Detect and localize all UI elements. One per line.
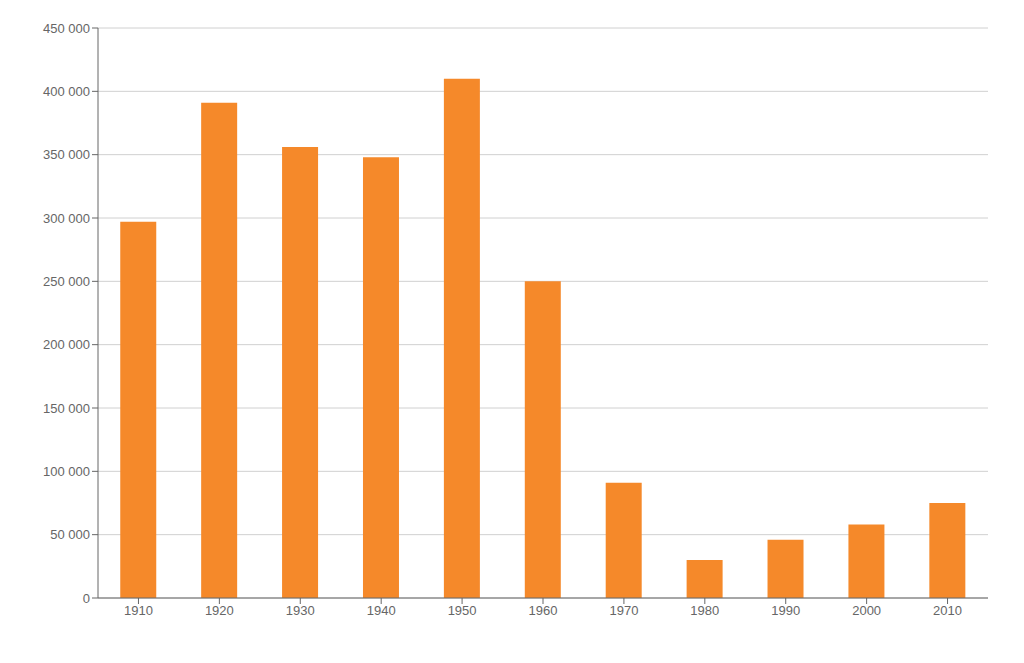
svg-text:100 000: 100 000 — [43, 464, 90, 479]
svg-text:1930: 1930 — [286, 603, 315, 618]
svg-text:300 000: 300 000 — [43, 211, 90, 226]
svg-text:250 000: 250 000 — [43, 274, 90, 289]
svg-text:1980: 1980 — [690, 603, 719, 618]
svg-text:2010: 2010 — [933, 603, 962, 618]
svg-text:1920: 1920 — [205, 603, 234, 618]
svg-text:450 000: 450 000 — [43, 21, 90, 36]
svg-text:200 000: 200 000 — [43, 337, 90, 352]
svg-text:1960: 1960 — [529, 603, 558, 618]
svg-text:1940: 1940 — [367, 603, 396, 618]
svg-text:1910: 1910 — [124, 603, 153, 618]
svg-text:2000: 2000 — [852, 603, 881, 618]
svg-text:150 000: 150 000 — [43, 401, 90, 416]
svg-text:1950: 1950 — [448, 603, 477, 618]
svg-text:1990: 1990 — [771, 603, 800, 618]
svg-text:350 000: 350 000 — [43, 147, 90, 162]
svg-text:400 000: 400 000 — [43, 84, 90, 99]
svg-text:1970: 1970 — [609, 603, 638, 618]
svg-text:50 000: 50 000 — [50, 527, 90, 542]
svg-text:0: 0 — [83, 591, 90, 606]
